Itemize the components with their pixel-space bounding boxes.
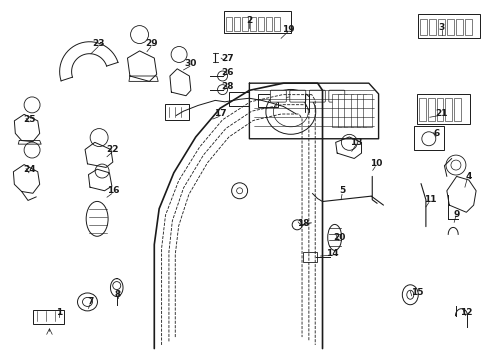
Text: 23: 23 bbox=[92, 39, 104, 48]
FancyBboxPatch shape bbox=[273, 17, 279, 31]
Text: 4: 4 bbox=[465, 172, 471, 181]
Text: 17: 17 bbox=[213, 109, 226, 118]
FancyBboxPatch shape bbox=[416, 94, 469, 123]
Text: 29: 29 bbox=[145, 39, 158, 48]
Text: 16: 16 bbox=[106, 186, 119, 195]
FancyBboxPatch shape bbox=[417, 14, 479, 37]
Text: 20: 20 bbox=[333, 233, 345, 242]
FancyBboxPatch shape bbox=[356, 94, 366, 127]
FancyBboxPatch shape bbox=[363, 94, 372, 127]
Text: 1: 1 bbox=[56, 308, 62, 317]
FancyBboxPatch shape bbox=[418, 98, 425, 121]
Text: 10: 10 bbox=[369, 159, 382, 168]
Text: 14: 14 bbox=[325, 249, 338, 258]
Text: 5: 5 bbox=[338, 186, 345, 195]
FancyBboxPatch shape bbox=[413, 126, 443, 150]
FancyBboxPatch shape bbox=[437, 19, 444, 35]
Text: 27: 27 bbox=[221, 54, 233, 63]
FancyBboxPatch shape bbox=[309, 90, 325, 102]
FancyBboxPatch shape bbox=[249, 17, 255, 31]
FancyBboxPatch shape bbox=[258, 17, 263, 31]
FancyBboxPatch shape bbox=[32, 310, 64, 324]
FancyBboxPatch shape bbox=[427, 98, 434, 121]
FancyBboxPatch shape bbox=[419, 19, 426, 35]
FancyBboxPatch shape bbox=[225, 17, 231, 31]
FancyBboxPatch shape bbox=[445, 98, 451, 121]
Text: 12: 12 bbox=[459, 308, 471, 317]
FancyBboxPatch shape bbox=[455, 19, 462, 35]
FancyBboxPatch shape bbox=[344, 94, 353, 127]
FancyBboxPatch shape bbox=[165, 104, 189, 120]
Text: 22: 22 bbox=[106, 145, 119, 154]
Text: 13: 13 bbox=[350, 138, 362, 147]
FancyBboxPatch shape bbox=[242, 17, 247, 31]
FancyBboxPatch shape bbox=[350, 94, 359, 127]
FancyBboxPatch shape bbox=[258, 94, 278, 108]
Text: 21: 21 bbox=[435, 109, 447, 118]
Text: 25: 25 bbox=[23, 114, 36, 123]
Text: 3: 3 bbox=[438, 23, 444, 32]
Text: 18: 18 bbox=[296, 219, 308, 228]
FancyBboxPatch shape bbox=[265, 17, 271, 31]
FancyBboxPatch shape bbox=[331, 94, 340, 127]
FancyBboxPatch shape bbox=[228, 92, 248, 106]
FancyBboxPatch shape bbox=[428, 19, 435, 35]
Text: 28: 28 bbox=[221, 82, 233, 91]
FancyBboxPatch shape bbox=[328, 90, 344, 102]
FancyBboxPatch shape bbox=[270, 90, 285, 102]
FancyBboxPatch shape bbox=[337, 94, 346, 127]
FancyBboxPatch shape bbox=[302, 252, 316, 262]
Text: 11: 11 bbox=[423, 195, 435, 204]
FancyBboxPatch shape bbox=[289, 90, 305, 102]
Text: 8: 8 bbox=[114, 290, 121, 299]
Text: 6: 6 bbox=[433, 129, 439, 138]
Text: 24: 24 bbox=[23, 165, 36, 174]
FancyBboxPatch shape bbox=[234, 17, 239, 31]
FancyBboxPatch shape bbox=[224, 11, 290, 33]
FancyBboxPatch shape bbox=[436, 98, 443, 121]
Text: 15: 15 bbox=[410, 288, 423, 297]
Text: 19: 19 bbox=[282, 25, 294, 34]
Text: 30: 30 bbox=[184, 59, 197, 68]
Text: 7: 7 bbox=[87, 297, 94, 306]
Text: 9: 9 bbox=[452, 210, 459, 219]
Text: 2: 2 bbox=[246, 16, 252, 25]
Text: 26: 26 bbox=[221, 68, 233, 77]
FancyBboxPatch shape bbox=[453, 98, 461, 121]
FancyBboxPatch shape bbox=[446, 19, 453, 35]
FancyBboxPatch shape bbox=[464, 19, 471, 35]
